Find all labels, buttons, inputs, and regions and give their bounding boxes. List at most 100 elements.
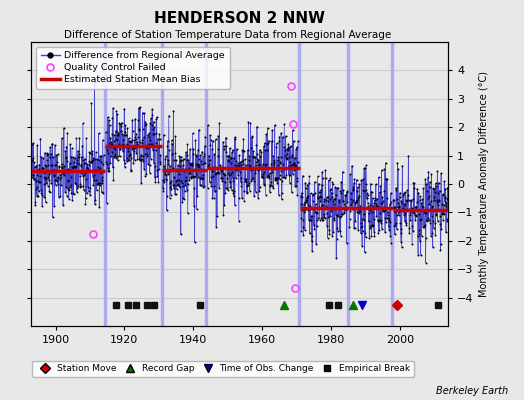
Point (303, 194, 311, 200)
Point (148, 147, 157, 153)
Point (397, 198, 406, 204)
Point (222, 149, 231, 155)
Point (226, 155, 235, 161)
Point (155, 131, 163, 137)
Point (267, 138, 276, 144)
Point (109, 177, 117, 183)
Point (47, 179, 56, 186)
Point (46, 154, 54, 160)
Point (51, 177, 60, 184)
Point (398, 206, 407, 213)
Point (350, 225, 358, 232)
Point (143, 150, 151, 157)
Point (277, 168, 286, 175)
Point (380, 208, 388, 214)
Point (216, 162, 225, 168)
Point (123, 141, 131, 148)
Point (155, 136, 163, 142)
Point (277, 130, 285, 136)
Point (179, 162, 187, 168)
Point (126, 151, 135, 157)
Point (76, 184, 84, 190)
Point (83, 190, 91, 196)
Point (390, 222, 398, 229)
Point (413, 185, 421, 192)
Point (413, 232, 422, 239)
Bar (347, 42, 349, 326)
Point (192, 152, 201, 158)
Point (169, 165, 177, 172)
Point (337, 211, 346, 218)
Point (378, 200, 386, 206)
Point (220, 171, 228, 178)
Point (189, 146, 198, 152)
Point (117, 128, 126, 134)
Point (110, 145, 118, 152)
Point (49, 166, 58, 173)
Point (327, 208, 335, 214)
Point (237, 162, 245, 168)
Point (379, 204, 388, 210)
Point (394, 166, 402, 172)
Point (297, 228, 305, 234)
Bar (104, 42, 106, 326)
Point (191, 137, 200, 144)
Point (192, 170, 200, 177)
Point (386, 201, 394, 207)
Point (84, 167, 93, 173)
Point (156, 152, 165, 158)
Point (173, 182, 181, 188)
Point (170, 182, 179, 188)
Point (277, 154, 285, 160)
Point (92, 187, 101, 193)
Point (401, 218, 409, 224)
Point (190, 202, 198, 209)
Point (443, 184, 452, 191)
Point (352, 199, 360, 206)
Point (311, 190, 319, 196)
Point (374, 204, 382, 211)
Point (400, 201, 409, 207)
Point (175, 153, 183, 160)
Point (50, 203, 58, 210)
Point (314, 180, 323, 187)
Point (89, 182, 97, 188)
Point (29, 140, 37, 147)
Point (406, 212, 414, 218)
Point (207, 174, 215, 180)
Point (139, 134, 148, 140)
Point (39, 170, 48, 176)
Point (93, 156, 102, 162)
Point (58, 161, 66, 167)
Point (83, 165, 91, 171)
Point (83, 161, 92, 168)
Point (436, 213, 444, 219)
Point (45, 188, 53, 194)
Point (134, 117, 143, 123)
Point (169, 157, 178, 164)
Point (47, 162, 55, 168)
Point (437, 170, 445, 176)
Point (353, 176, 361, 183)
Point (147, 122, 156, 128)
Point (214, 133, 222, 139)
Point (168, 140, 177, 147)
Point (113, 137, 121, 144)
Point (166, 184, 174, 190)
Point (43, 174, 52, 180)
Point (340, 201, 348, 207)
Point (333, 236, 341, 242)
Point (214, 153, 222, 159)
Point (260, 168, 268, 175)
Point (320, 214, 328, 220)
Point (34, 193, 42, 200)
Point (367, 189, 375, 195)
Point (281, 153, 290, 160)
Point (129, 143, 137, 149)
Point (396, 190, 404, 196)
Point (100, 152, 108, 158)
Point (224, 187, 232, 193)
Point (58, 135, 66, 141)
Point (83, 184, 92, 190)
Point (245, 180, 254, 187)
